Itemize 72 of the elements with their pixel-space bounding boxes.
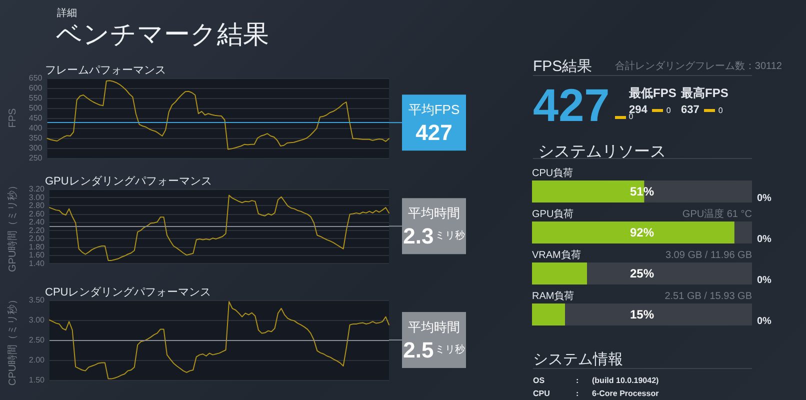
- bar: [532, 304, 565, 326]
- text: OS: [533, 376, 545, 386]
- text: 637: [681, 104, 700, 117]
- chart-title: CPUレンダリングパフォーマンス: [45, 286, 212, 298]
- y-tick-label: 2.00: [28, 234, 46, 244]
- text: FPS結果: [533, 58, 592, 76]
- y-tick-label: 1.50: [28, 376, 46, 384]
- ref-line-label: 平均時間: [408, 206, 460, 221]
- text: ミリ秒: [434, 230, 465, 242]
- y-tick-label: 3.00: [28, 192, 46, 202]
- y-tick-label: GPU負荷: [532, 208, 574, 220]
- y-tick-label: CPU負荷: [532, 167, 574, 179]
- chart-title: システムリソース: [538, 144, 666, 160]
- text: 2.3: [403, 224, 434, 249]
- y-tick-label: 450: [28, 114, 43, 122]
- chart-title: GPUレンダリングパフォーマンス: [45, 176, 212, 188]
- y-tick-label: 3.20: [28, 184, 46, 194]
- text: 最高FPS: [681, 86, 728, 100]
- annotation: GPU温度 61 °C: [682, 208, 752, 220]
- text: 合計レンダリングフレーム数：30112: [614, 61, 782, 73]
- text: 0: [718, 106, 723, 116]
- chart-title: フレームパフォーマンス: [45, 64, 166, 76]
- y-axis-title: CPU時間（ミリ秒）: [6, 294, 18, 386]
- annotation: 3.09 GB / 11.96 GB: [665, 250, 752, 261]
- text: 2.5: [403, 338, 434, 362]
- y-tick-label: 650: [28, 74, 43, 82]
- y-tick-label: 2.20: [28, 226, 46, 235]
- y-tick-label: 350: [28, 134, 43, 142]
- y-tick-label: 3.00: [28, 316, 46, 324]
- y-tick-label: 2.50: [28, 336, 46, 344]
- data-label: 15%: [630, 308, 654, 322]
- y-tick-label: 2.40: [28, 218, 46, 227]
- y-tick-label: 500: [28, 104, 43, 112]
- text: 6-Core Processor: [592, 389, 659, 399]
- y-tick-label: 2.80: [28, 201, 46, 210]
- ref-line-label: 平均FPS: [408, 102, 460, 118]
- ref-line-label: 平均時間: [408, 320, 460, 334]
- text: (build 10.0.19042): [592, 376, 659, 386]
- text: 最低FPS: [629, 86, 676, 100]
- y-tick-label: 550: [28, 94, 43, 102]
- text: 詳細: [57, 8, 77, 20]
- y-tick-label: 300: [28, 144, 43, 152]
- y-tick-label: 2.00: [28, 356, 46, 364]
- text: システム情報: [533, 351, 623, 369]
- annotation: 2.51 GB / 15.93 GB: [664, 291, 752, 302]
- text: 0%: [757, 316, 772, 327]
- y-tick-label: 1.60: [28, 250, 46, 260]
- text: ミリ秒: [434, 344, 465, 356]
- text: ベンチマーク結果: [56, 19, 269, 49]
- text: 0%: [757, 234, 772, 245]
- y-tick-label: 400: [28, 124, 43, 132]
- y-tick-label: VRAM負荷: [532, 249, 581, 261]
- text: :: [576, 376, 579, 386]
- y-tick-label: 1.40: [28, 258, 46, 268]
- y-tick-label: 1.80: [28, 242, 46, 252]
- y-tick-label: RAM負荷: [532, 290, 574, 302]
- y-axis-title: FPS: [8, 108, 18, 128]
- text: 0%: [757, 275, 772, 286]
- y-tick-label: 3.50: [28, 296, 46, 304]
- text: 0: [666, 106, 671, 116]
- y-axis-title: GPU時間（ミリ秒）: [6, 180, 18, 272]
- y-tick-label: 2.60: [28, 209, 46, 218]
- text: 427: [416, 120, 452, 146]
- text: 0%: [757, 193, 772, 204]
- y-tick-label: 600: [28, 84, 43, 92]
- text: 427: [533, 79, 610, 131]
- text: 0: [628, 112, 634, 122]
- data-label: 92%: [630, 226, 654, 240]
- data-label: 25%: [630, 266, 654, 280]
- text: CPU: [533, 389, 550, 399]
- y-tick-label: 250: [28, 154, 43, 162]
- text: :: [576, 389, 579, 399]
